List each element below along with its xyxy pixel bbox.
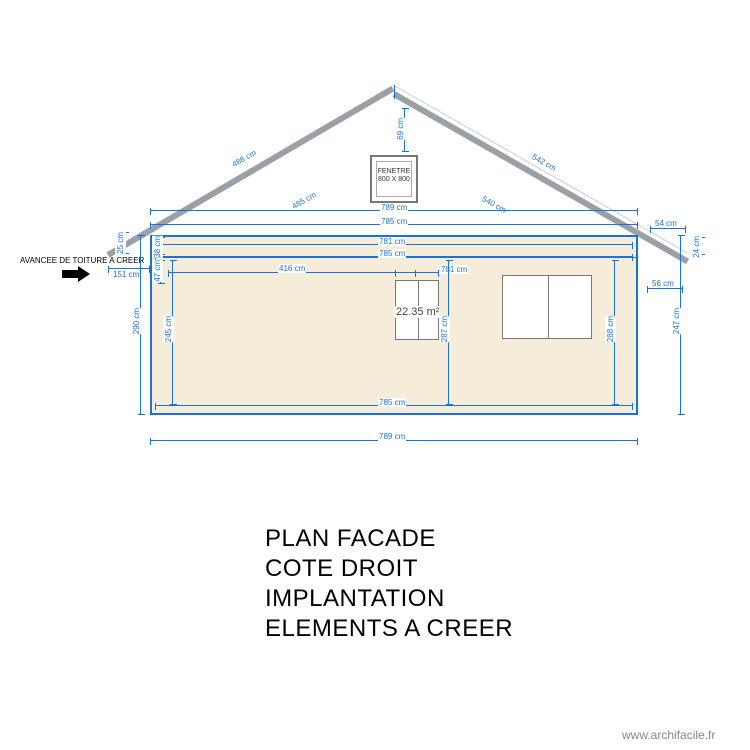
roof-dim-1: 485 cm — [290, 190, 319, 212]
dimh-6-label: 785 cm — [378, 398, 406, 407]
dimv-9-label: 69 cm — [395, 118, 406, 140]
dimv-6-label: 288 cm — [605, 316, 616, 342]
dimv-5-label: 287 cm — [439, 316, 450, 342]
dimv-4-label: 25 cm — [115, 232, 126, 254]
dimh-8-label: 151 cm — [112, 270, 140, 279]
dimh-8 — [108, 268, 150, 269]
attic-window-label-1: FENETRE — [378, 168, 411, 175]
dimh-5 — [395, 272, 439, 273]
watermark: www.archifacile.fr — [622, 728, 715, 742]
attic-window-label: FENETRE 800 X 800 — [372, 168, 416, 183]
area-label: 22.35 m² — [395, 306, 440, 318]
dimv-2-label: 47 cm — [152, 260, 163, 282]
dimh-1-label: 785 cm — [380, 217, 408, 226]
drawing-canvas: FENETRE 800 X 800 22.35 m² AVANCEE DE TO… — [0, 0, 750, 750]
dimv-1-label: 245 cm — [163, 316, 174, 342]
dimh-9 — [650, 228, 686, 229]
arrow-icon — [62, 266, 90, 282]
dimv-3-label: 38 cm — [152, 236, 163, 258]
window-large — [502, 275, 592, 339]
roof-dim-3: 540 cm — [480, 194, 509, 216]
dimh-4-label: 416 cm — [278, 264, 306, 273]
dimh-7-label: 789 cm — [378, 432, 406, 441]
roof-right-light — [394, 85, 688, 253]
dimh-2-label: 781 cm — [378, 237, 406, 246]
dimv-8-label: 24 cm — [691, 236, 702, 258]
dimh-3-label: 785 cm — [378, 249, 406, 258]
dimh-10-label: 56 cm — [651, 279, 675, 288]
dimh-0-label: 789 cm — [380, 203, 408, 212]
title-line-2: IMPLANTATION — [265, 585, 445, 613]
title-line-3: ELEMENTS A CREER — [265, 615, 513, 643]
dimh-10 — [647, 288, 683, 289]
title-line-0: PLAN FACADE — [265, 525, 436, 553]
attic-window-label-2: 800 X 800 — [378, 176, 410, 183]
apex-mark — [394, 85, 395, 99]
dimh-5-label: 781 cm — [440, 265, 468, 274]
roof-extension-note: AVANCEE DE TOITURE A CREER — [20, 256, 144, 265]
dimv-7-label: 247 cm — [671, 308, 682, 334]
title-line-1: COTE DROIT — [265, 555, 418, 583]
dimv-0-label: 290 cm — [131, 308, 142, 334]
roof-left-band — [106, 86, 394, 258]
dimh-9-label: 54 cm — [654, 219, 678, 228]
